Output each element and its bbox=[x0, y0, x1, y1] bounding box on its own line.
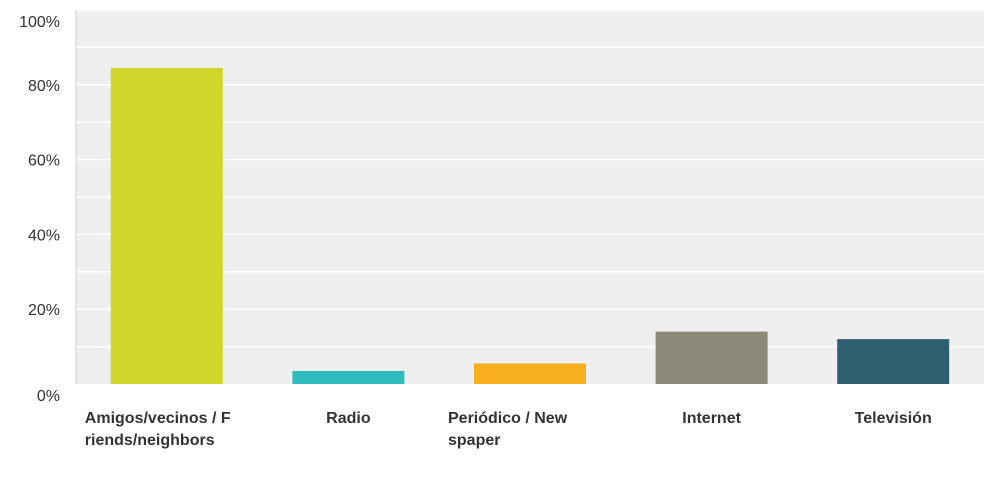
y-tick-label: 40% bbox=[28, 227, 60, 244]
x-tick-label: Televisión bbox=[854, 410, 932, 427]
x-tick-label: Amigos/vecinos / Friends/neighbors bbox=[84, 410, 231, 449]
y-tick-label: 100% bbox=[19, 14, 60, 31]
x-tick-label: Radio bbox=[326, 410, 371, 427]
y-tick-label: 0% bbox=[37, 388, 60, 405]
bar bbox=[655, 331, 768, 384]
x-tick-label: Periódico / Newspaper bbox=[448, 410, 568, 449]
x-tick-label: Internet bbox=[682, 410, 741, 427]
bar bbox=[110, 67, 223, 384]
y-tick-label: 80% bbox=[28, 78, 60, 95]
bar bbox=[292, 370, 405, 384]
bars bbox=[110, 67, 950, 384]
bar bbox=[474, 363, 586, 384]
gridlines bbox=[76, 9, 984, 348]
y-tick-label: 20% bbox=[28, 302, 60, 319]
y-tick-label: 60% bbox=[28, 153, 60, 170]
bar bbox=[837, 339, 950, 384]
y-axis-ticks: 0% 20% 40% 60% 80% 100% bbox=[19, 14, 60, 405]
